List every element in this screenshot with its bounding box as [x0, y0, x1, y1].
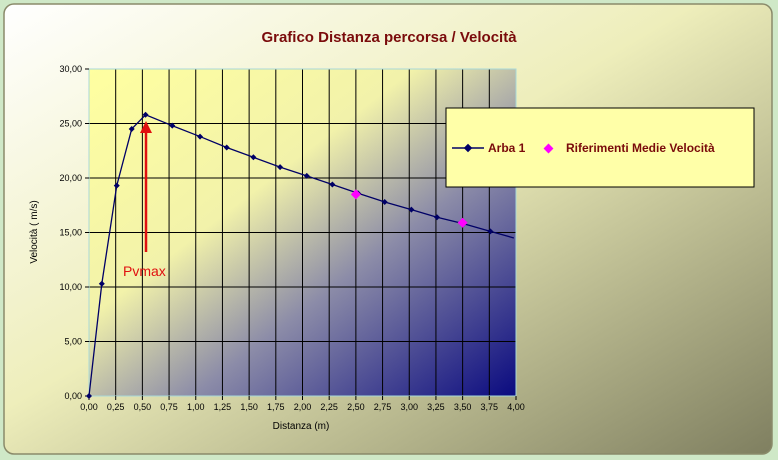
x-tick-label: 3,00 — [400, 402, 418, 412]
x-tick-label: 3,50 — [454, 402, 472, 412]
x-tick-label: 0,00 — [80, 402, 98, 412]
y-axis-title: Velocità ( m/s) — [29, 200, 40, 263]
series-arba-1-point — [98, 280, 105, 287]
y-tick-label: 10,00 — [59, 282, 82, 292]
legend-swatch-arba-1-marker — [463, 143, 473, 153]
y-tick-label: 5,00 — [64, 337, 82, 347]
y-axis-ticks: 0,00 5,00 10,00 15,00 20,00 25,00 30,00 — [59, 64, 89, 401]
x-tick-label: 1,50 — [240, 402, 258, 412]
y-tick-label: 15,00 — [59, 228, 82, 238]
legend-swatch-riferimenti-marker — [543, 143, 554, 154]
series-arba-1-point — [142, 111, 149, 118]
x-tick-label: 3,75 — [481, 402, 499, 412]
series-arba-1-point — [381, 198, 388, 205]
x-tick-label: 1,00 — [187, 402, 205, 412]
annotation-layer: Pvmax — [123, 121, 166, 279]
legend: Arba 1 Riferimenti Medie Velocità — [445, 107, 755, 188]
x-tick-label: 2,25 — [320, 402, 338, 412]
x-axis-ticks: 0,00 0,25 0,50 0,75 1,00 1,25 1,50 1,75 2,00 2,25… — [80, 396, 525, 412]
x-tick-label: 3,25 — [427, 402, 445, 412]
legend-label-riferimenti: Riferimenti Medie Velocità — [566, 141, 715, 155]
series-arba-1-point — [86, 393, 92, 399]
series-arba-1-point — [303, 172, 310, 179]
y-tick-label: 20,00 — [59, 173, 82, 183]
x-tick-label: 0,75 — [160, 402, 178, 412]
x-axis-title: Distanza (m) — [273, 421, 330, 432]
x-tick-label: 0,25 — [107, 402, 125, 412]
series-arba-1-point — [434, 214, 441, 221]
gridlines — [88, 69, 516, 397]
x-tick-label: 1,25 — [214, 402, 232, 412]
y-tick-label: 0,00 — [64, 391, 82, 401]
y-tick-label: 30,00 — [59, 64, 82, 74]
x-tick-label: 0,50 — [134, 402, 152, 412]
series-arba-1-point — [197, 133, 204, 140]
series-layer — [86, 111, 515, 399]
pvmax-label: Pvmax — [123, 263, 166, 279]
chart-title: Grafico Distanza percorsa / Velocità — [261, 29, 517, 46]
series-arba-1-point — [128, 125, 135, 132]
y-tick-label: 25,00 — [59, 119, 82, 129]
series-arba-1-point — [487, 228, 494, 235]
series-arba-1-point — [223, 144, 230, 151]
x-tick-label: 2,00 — [294, 402, 312, 412]
series-riferimenti-point — [350, 189, 361, 200]
x-tick-label: 1,75 — [267, 402, 285, 412]
series-arba-1-point — [329, 181, 336, 188]
x-tick-label: 2,50 — [347, 402, 365, 412]
legend-box — [445, 107, 755, 188]
series-riferimenti-point — [457, 217, 468, 228]
series-arba-1-point — [113, 182, 120, 189]
series-arba-1-point — [277, 164, 284, 171]
series-arba-1-point — [250, 154, 257, 161]
legend-label-arba-1: Arba 1 — [488, 141, 526, 155]
x-tick-label: 2,75 — [374, 402, 392, 412]
pvmax-arrow-head — [140, 121, 152, 133]
series-arba-1-point — [169, 122, 176, 129]
x-tick-label: 4,00 — [507, 402, 525, 412]
series-arba-1-point — [408, 206, 415, 213]
